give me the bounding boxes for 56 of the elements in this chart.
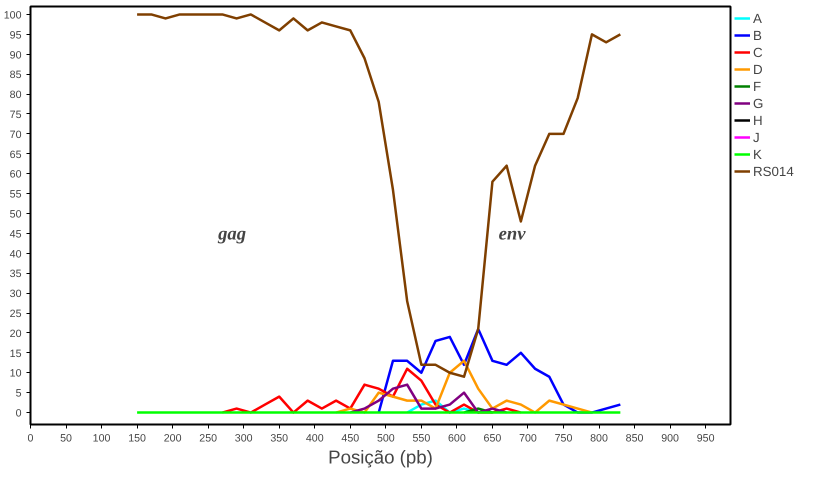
y-tick-label: 100: [4, 9, 22, 22]
x-tick-label: 350: [270, 432, 288, 444]
x-tick-label: 50: [60, 432, 72, 444]
y-tick-label: 70: [10, 128, 22, 141]
y-tick-label: 90: [10, 49, 22, 62]
x-axis-title: Posição (pb): [328, 446, 433, 468]
y-tick-label: 30: [10, 288, 22, 300]
y-tick-label: 55: [10, 188, 22, 201]
x-tick-label: 850: [626, 432, 644, 444]
legend-label: C: [753, 44, 764, 60]
x-tick-label: 450: [341, 432, 360, 444]
annotation: env: [498, 224, 526, 244]
y-tick-label: 80: [10, 89, 22, 102]
x-tick-label: 150: [128, 432, 146, 444]
y-tick-label: 40: [10, 248, 22, 260]
y-tick-label: 35: [10, 268, 22, 280]
x-tick-label: 200: [164, 432, 182, 444]
y-tick-label: 10: [10, 368, 22, 380]
legend-label: H: [753, 112, 764, 128]
line-series: [349, 383, 508, 414]
x-tick-label: 250: [199, 432, 218, 444]
annotation: gag: [217, 224, 246, 244]
y-tick-label: 25: [10, 308, 22, 320]
x-tick-label: 300: [234, 432, 253, 444]
legend-label: D: [753, 62, 764, 76]
x-tick-label: 700: [519, 432, 537, 444]
x-tick-label: 950: [696, 432, 715, 444]
x-tick-label: 900: [661, 432, 680, 444]
legend-label: RS014: [753, 164, 794, 178]
legend-label: G: [753, 96, 764, 110]
x-tick-label: 600: [448, 432, 466, 444]
x-tick-label: 400: [306, 432, 324, 444]
x-tick-label: 0: [28, 432, 34, 444]
y-tick-label: 65: [10, 148, 22, 161]
legend-label: K: [753, 146, 763, 162]
y-tick-label: 85: [10, 69, 22, 82]
y-tick-label: 15: [10, 348, 22, 360]
y-tick-label: 75: [10, 108, 22, 121]
x-tick-label: 500: [376, 432, 395, 444]
legend-label: F: [753, 78, 762, 94]
y-tick-label: 5: [16, 388, 22, 400]
y-tick-label: 20: [10, 328, 22, 340]
y-tick-label: 60: [10, 168, 22, 181]
legend-label: J: [753, 130, 761, 144]
x-tick-label: 100: [92, 432, 111, 444]
y-tick-label: 50: [10, 208, 22, 221]
x-tick-label: 750: [554, 432, 572, 444]
line-series: [136, 13, 622, 378]
x-tick-label: 650: [484, 432, 502, 444]
x-tick-label: 800: [590, 432, 608, 444]
x-tick-label: 550: [412, 432, 430, 444]
legend-label: A: [753, 10, 763, 26]
y-tick-label: 45: [10, 228, 22, 240]
y-tick-label: 0: [16, 408, 22, 420]
y-tick-label: 95: [10, 29, 22, 42]
legend-label: B: [753, 28, 763, 42]
